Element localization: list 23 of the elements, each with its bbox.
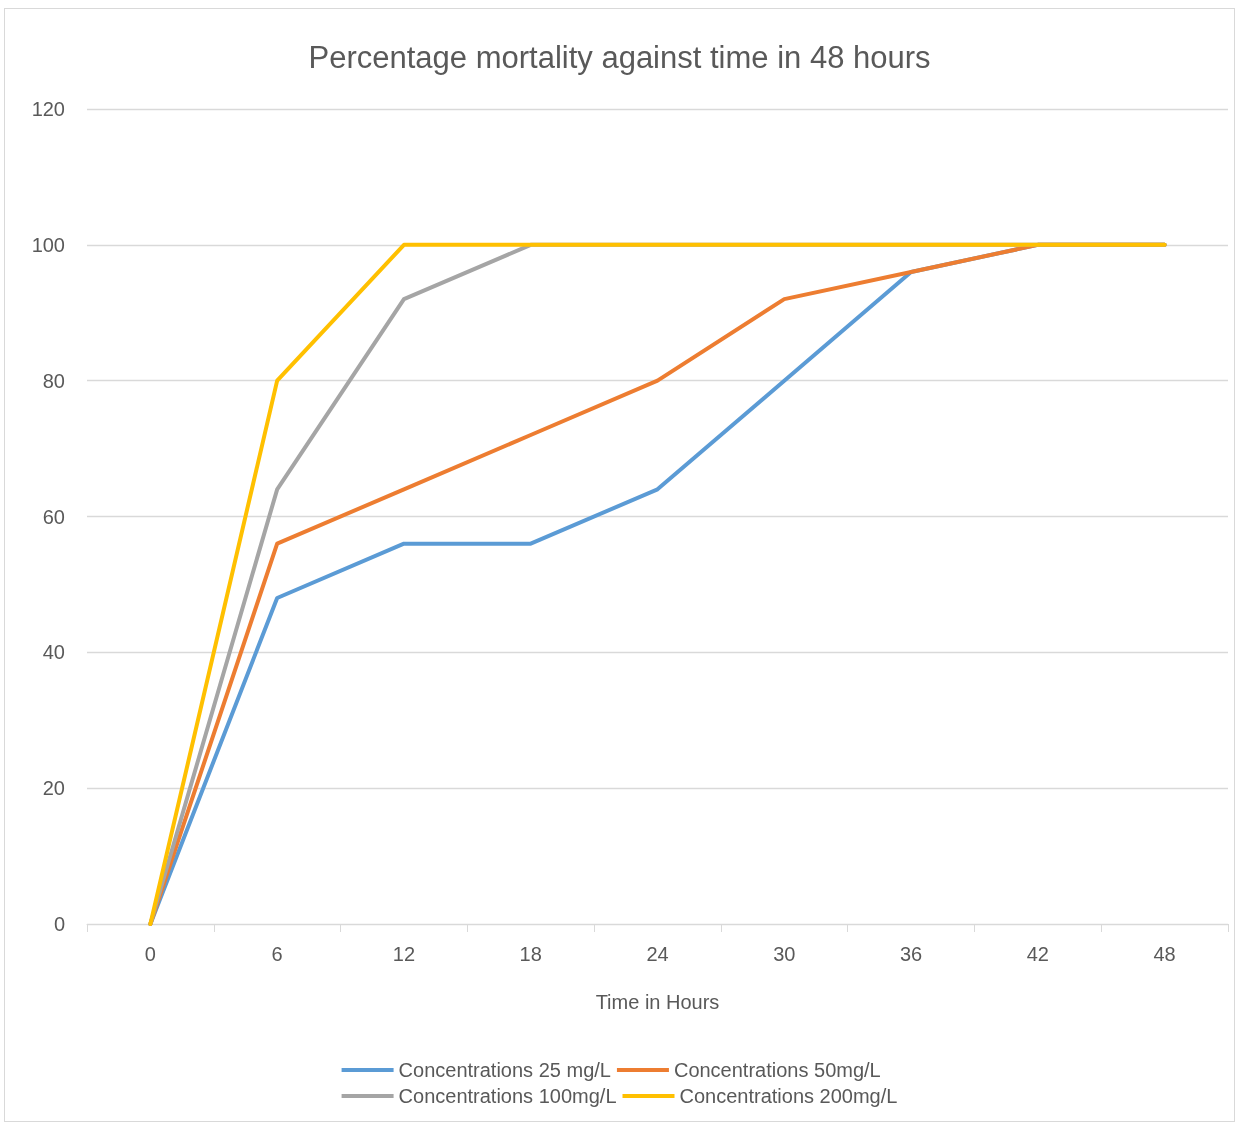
x-tick-label: 36 (899, 943, 923, 965)
y-tick-label: 0 (53, 913, 65, 935)
y-tick-label: 40 (42, 641, 65, 664)
legend-label: Concentrations 50mg/L (673, 1059, 881, 1081)
x-tick-label: 24 (646, 943, 669, 965)
y-tick-label: 60 (42, 505, 65, 528)
chart-title: Percentage mortality against time in 48 hours (308, 40, 931, 75)
y-tick-label: 20 (42, 777, 65, 800)
x-axis-title: Time in Hours (595, 991, 720, 1013)
x-tick-label: 48 (1153, 943, 1176, 965)
x-tick-label: 0 (144, 943, 156, 965)
legend-label: Concentrations 25 mg/L (398, 1059, 611, 1081)
legend-label: Concentrations 100mg/L (398, 1085, 617, 1107)
x-tick-label: 6 (271, 943, 283, 965)
x-tick-label: 18 (519, 943, 542, 965)
y-tick-label: 80 (42, 369, 65, 392)
x-tick-label: 12 (392, 943, 416, 965)
y-tick-label: 100 (31, 233, 65, 256)
x-tick-label: 42 (1026, 943, 1049, 965)
x-tick-label: 30 (773, 943, 796, 965)
y-tick-label: 120 (31, 98, 65, 120)
line-series (148, 242, 1167, 926)
legend-label: Concentrations 200mg/L (679, 1085, 898, 1107)
